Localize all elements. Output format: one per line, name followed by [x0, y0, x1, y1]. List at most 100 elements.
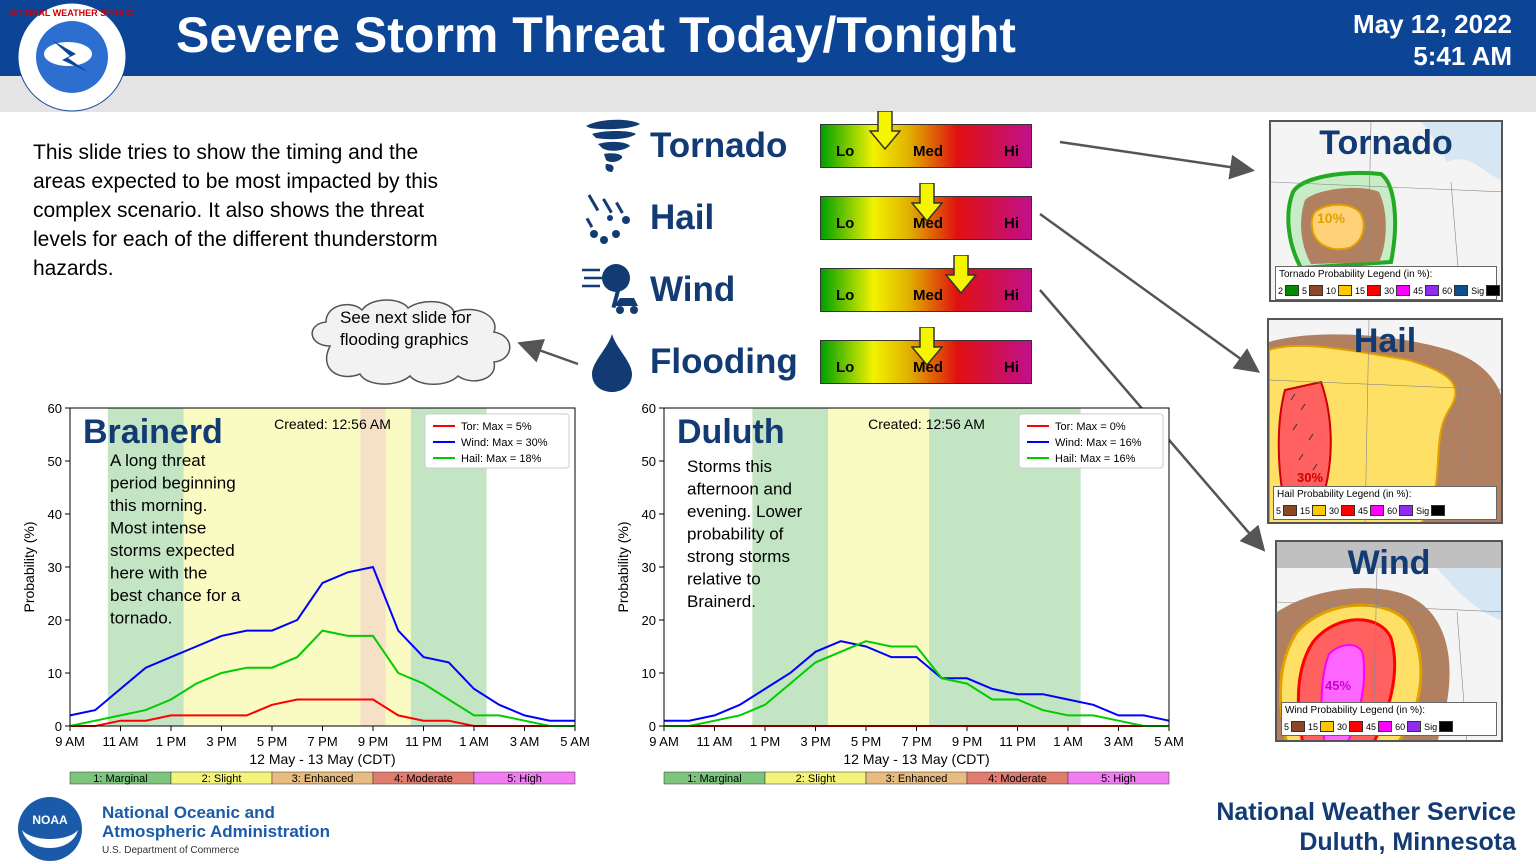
y-axis-label: Probability (%)	[21, 521, 37, 612]
noaa-logo-text: NOAA	[32, 813, 68, 827]
x-tick-label: 5 PM	[851, 734, 881, 749]
legend-item: Sig	[1471, 285, 1501, 296]
risk-category-label: 3: Enhanced	[292, 773, 354, 785]
x-tick-label: 1 AM	[459, 734, 489, 749]
legend-item-label: 10	[1326, 285, 1337, 296]
office-location: Duluth, Minnesota	[1299, 828, 1516, 856]
x-tick-label: 11 PM	[405, 734, 442, 749]
threat-gauge: Lo Med Hi	[820, 327, 1032, 384]
y-tick-label: 40	[642, 507, 656, 522]
legend-items: 5 15 30 45 60 Sig	[1276, 505, 1448, 516]
y-tick-label: 30	[48, 560, 62, 575]
y-tick-label: 0	[55, 719, 62, 734]
legend-item-label: 5	[1276, 505, 1282, 516]
threat-arrow-icon	[868, 111, 901, 151]
legend-swatch	[1425, 285, 1440, 296]
callout-text: See next slide for flooding graphics	[340, 308, 472, 349]
legend-item-label: 2	[1278, 285, 1284, 296]
legend-item: 30	[1337, 721, 1364, 732]
gauge-med-label: Med	[913, 287, 943, 304]
plot-frame	[663, 407, 1170, 727]
y-tick-label: 40	[48, 507, 62, 522]
hazard-label: Wind	[650, 270, 736, 309]
x-tick-label: 3 PM	[206, 734, 236, 749]
legend-label: Hail: Max = 16%	[1055, 453, 1136, 465]
hail-icon	[585, 194, 630, 244]
annotation-line: strong storms	[687, 547, 790, 566]
gauge-lo-label: Lo	[836, 215, 855, 232]
legend-swatch	[1431, 505, 1446, 516]
x-tick-label: 5 PM	[257, 734, 287, 749]
chart-legend-box	[424, 413, 570, 469]
legend-item: 45	[1358, 505, 1385, 516]
risk-band	[183, 408, 361, 726]
legend-item: 15	[1300, 505, 1327, 516]
chart-title: Brainerd	[83, 413, 223, 451]
x-tick-label: 9 PM	[952, 734, 982, 749]
x-tick-label: 11 AM	[103, 734, 139, 749]
annotation-line: this morning.	[110, 496, 207, 515]
noaa-name-line2: Atmospheric Administration	[102, 822, 330, 841]
plot-frame	[69, 407, 576, 727]
annotation-line: relative to	[687, 570, 761, 589]
x-axis-label: 12 May - 13 May (CDT)	[843, 751, 989, 767]
noaa-name-line1: National Oceanic and	[102, 803, 275, 822]
threat-arrow-icon	[944, 255, 977, 295]
y-tick-label: 50	[48, 454, 62, 469]
map-title: Tornado	[1319, 124, 1453, 162]
annotation-line: A long threat	[110, 451, 206, 470]
noaa-department: U.S. Department of Commerce	[102, 845, 240, 856]
x-tick-label: 5 AM	[1154, 734, 1184, 749]
header-subbar	[0, 76, 1536, 112]
office-name: National Weather Service	[1216, 798, 1516, 826]
hazard-label: Flooding	[650, 342, 798, 381]
x-tick-label: 3 PM	[800, 734, 830, 749]
y-tick-label: 20	[48, 613, 62, 628]
legend-swatch	[1349, 721, 1364, 732]
x-tick-label: 11 AM	[697, 734, 733, 749]
y-tick-label: 50	[642, 454, 656, 469]
map-title: Wind	[1347, 544, 1431, 582]
x-tick-label: 7 PM	[307, 734, 337, 749]
duluth-probability-chart: 0 10 20 30 40 50 60 9 AM 11 AM 1 PM 3 PM 5 PM 7 PM 9 …	[615, 401, 1184, 785]
legend-item-label: 30	[1337, 721, 1348, 732]
y-axis-label: Probability (%)	[615, 521, 631, 612]
legend-item: 45	[1413, 285, 1440, 296]
legend-item: 5	[1302, 285, 1324, 296]
legend-label: Wind: Max = 16%	[1055, 437, 1142, 449]
issue-datetime: May 12, 2022 5:41 AM	[1353, 8, 1512, 72]
legend-item: 2	[1278, 285, 1300, 296]
y-tick-label: 60	[48, 401, 62, 416]
legend-items: 5 15 30 45 60 Sig	[1284, 721, 1456, 732]
chart-legend-box	[1018, 413, 1164, 469]
legend-title: Wind Probability Legend (in %):	[1285, 705, 1426, 716]
annotation-line: Storms this	[687, 457, 772, 476]
legend-item: 30	[1329, 505, 1356, 516]
gauge-hi-label: Hi	[1004, 359, 1019, 376]
series-line	[69, 565, 575, 722]
hazard-label: Hail	[650, 198, 715, 237]
nws-logo-icon: NATIONAL WEATHER SERVICE	[10, 2, 134, 112]
y-tick-label: 60	[642, 401, 656, 416]
header-bar	[0, 0, 1536, 76]
legend-item: 5	[1276, 505, 1298, 516]
hail-map-graphic	[1269, 320, 1501, 522]
page-title: Severe Storm Threat Today/Tonight	[176, 7, 1016, 63]
y-tick-label: 30	[642, 560, 656, 575]
x-tick-label: 1 AM	[1053, 734, 1083, 749]
legend-item: 30	[1384, 285, 1411, 296]
y-tick-label: 10	[48, 666, 62, 681]
legend-title: Hail Probability Legend (in %):	[1277, 489, 1412, 500]
callout-cloud	[311, 299, 511, 385]
legend-item-label: 15	[1300, 505, 1311, 516]
arrow-to-callout	[517, 338, 579, 366]
gauge-lo-label: Lo	[836, 287, 855, 304]
y-tick-label: 0	[649, 719, 656, 734]
risk-category-swatch	[473, 771, 576, 785]
map-legend: Hail Probability Legend (in %): 5 15 30 45 6…	[1273, 486, 1497, 520]
risk-category-swatch	[1067, 771, 1170, 785]
legend-item: Sig	[1424, 721, 1454, 732]
legend-item-label: Sig	[1424, 721, 1438, 732]
legend-item: 60	[1395, 721, 1422, 732]
legend-item-label: Sig	[1471, 285, 1485, 296]
